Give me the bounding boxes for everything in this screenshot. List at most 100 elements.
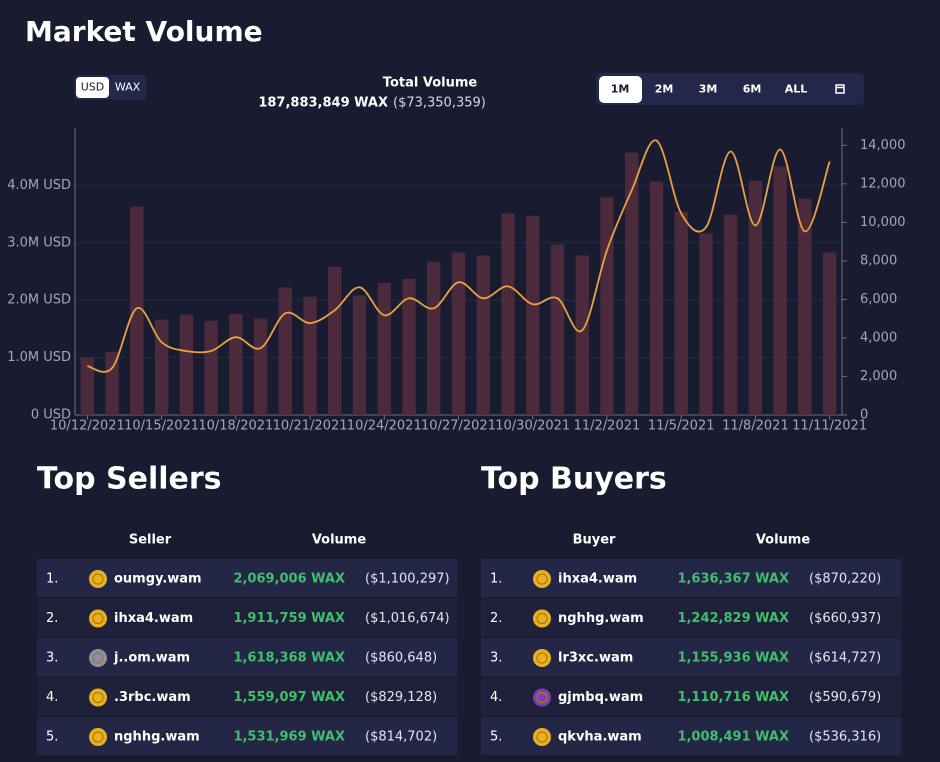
- row-background: [37, 717, 457, 755]
- usd-volume: ($660,937): [809, 611, 881, 626]
- bar: [204, 320, 218, 415]
- avatar-inner: [92, 731, 104, 743]
- avatar: [533, 728, 551, 746]
- avatar: [533, 688, 551, 707]
- wax-volume: 1,911,759 WAX: [233, 611, 345, 626]
- y-tick-label: 1.0M USD: [7, 350, 71, 365]
- chart: 0 USD 1.0M USD 2.0M USD 3.0M USD 4.0M USD 0 2,…: [7, 128, 906, 434]
- toggle-usd[interactable]: USD: [81, 81, 105, 94]
- bar: [699, 233, 713, 415]
- row-background: [481, 559, 901, 597]
- account-name: ihxa4.wam: [114, 611, 193, 626]
- usd-volume: ($590,679): [809, 690, 881, 705]
- account-name: j..om.wam: [113, 651, 190, 666]
- avatar: [533, 570, 551, 588]
- section-title: Top Buyers: [481, 462, 667, 497]
- x-tick-label: 10/27/2021: [421, 419, 496, 434]
- row-background: [37, 598, 457, 637]
- account-name: gjmbq.wam: [558, 690, 643, 705]
- account-name: lr3xc.wam: [558, 651, 633, 666]
- bar: [451, 252, 466, 415]
- avatar: [89, 570, 107, 588]
- bar: [303, 296, 317, 415]
- usd-volume: ($1,100,297): [365, 572, 450, 587]
- avatar-inner: [536, 691, 548, 704]
- rank: 2.: [490, 611, 502, 626]
- bar: [625, 152, 639, 415]
- wax-volume: 1,155,936 WAX: [677, 651, 789, 666]
- bar: [476, 255, 490, 415]
- tables: Top Sellers Seller Volume 1. oumgy.wam 2,069,…: [37, 462, 901, 755]
- bar: [526, 215, 540, 415]
- rank: 5.: [46, 730, 58, 745]
- bar: [600, 197, 614, 415]
- account-name: ihxa4.wam: [558, 572, 637, 587]
- row-background: [37, 638, 457, 676]
- range-button[interactable]: 1M: [611, 83, 630, 96]
- column-header: Seller: [129, 533, 172, 548]
- rank: 4.: [46, 690, 58, 705]
- y2-tick-label: 0: [860, 408, 868, 423]
- total-label: Total Volume: [383, 76, 478, 91]
- bar: [575, 255, 589, 415]
- row-background: [481, 717, 901, 755]
- rank: 5.: [490, 730, 502, 745]
- bar: [748, 180, 763, 415]
- avatar: [533, 649, 551, 667]
- range-button[interactable]: ALL: [785, 83, 808, 96]
- toggle-wax[interactable]: WAX: [115, 81, 141, 94]
- avatar-inner: [536, 731, 548, 743]
- row-background: [37, 677, 457, 716]
- y-tick-label: 4.0M USD: [7, 178, 71, 193]
- y2-tick-label: 8,000: [860, 253, 897, 268]
- wax-volume: 1,636,367 WAX: [677, 572, 789, 587]
- rank: 4.: [490, 690, 502, 705]
- account-name: oumgy.wam: [114, 572, 202, 587]
- calendar-body: [835, 84, 845, 94]
- column-header: Buyer: [573, 533, 616, 548]
- wax-volume: 1,618,368 WAX: [233, 651, 345, 666]
- x-tick-label: 10/24/2021: [347, 419, 422, 434]
- avatar-inner: [536, 612, 548, 625]
- bar: [229, 313, 243, 415]
- bar: [253, 318, 268, 415]
- calendar-icon[interactable]: [835, 84, 845, 94]
- row-background: [481, 638, 901, 676]
- x-tick-label: 11/5/2021: [648, 419, 715, 434]
- wax-volume: 1,559,097 WAX: [233, 690, 345, 705]
- bar: [427, 261, 441, 415]
- range-button[interactable]: 2M: [655, 83, 674, 96]
- avatar-inner: [92, 691, 104, 704]
- range-button[interactable]: 3M: [699, 83, 718, 96]
- x-tick-label: 10/21/2021: [273, 419, 348, 434]
- column-header: Volume: [312, 533, 367, 548]
- toggle-active: [76, 77, 109, 98]
- bar: [179, 314, 194, 415]
- wax-volume: 1,110,716 WAX: [677, 690, 789, 705]
- usd-volume: ($614,727): [809, 651, 881, 666]
- rank: 2.: [46, 611, 58, 626]
- avatar-inner: [92, 652, 104, 664]
- x-tick-label: 11/8/2021: [722, 419, 789, 434]
- y2-tick-label: 12,000: [860, 176, 906, 191]
- avatar: [89, 649, 107, 667]
- wax-volume: 2,069,006 WAX: [233, 572, 345, 587]
- row-background: [481, 677, 901, 716]
- column-header: Volume: [756, 533, 811, 548]
- bar: [402, 278, 416, 415]
- x-tick-label: 10/15/2021: [124, 419, 199, 434]
- rank: 3.: [490, 651, 502, 666]
- range-button[interactable]: 6M: [743, 83, 762, 96]
- range-group: [596, 73, 864, 105]
- bar: [130, 206, 144, 415]
- row-background: [37, 559, 457, 597]
- line: [87, 139, 831, 373]
- total-wax: 187,883,849 WAX: [258, 96, 388, 111]
- avatar: [533, 609, 551, 628]
- usd-volume: ($536,316): [809, 730, 881, 745]
- y2-tick-label: 4,000: [860, 330, 897, 345]
- y2-tick-label: 2,000: [860, 369, 897, 384]
- y-tick-label: 2.0M USD: [7, 293, 71, 308]
